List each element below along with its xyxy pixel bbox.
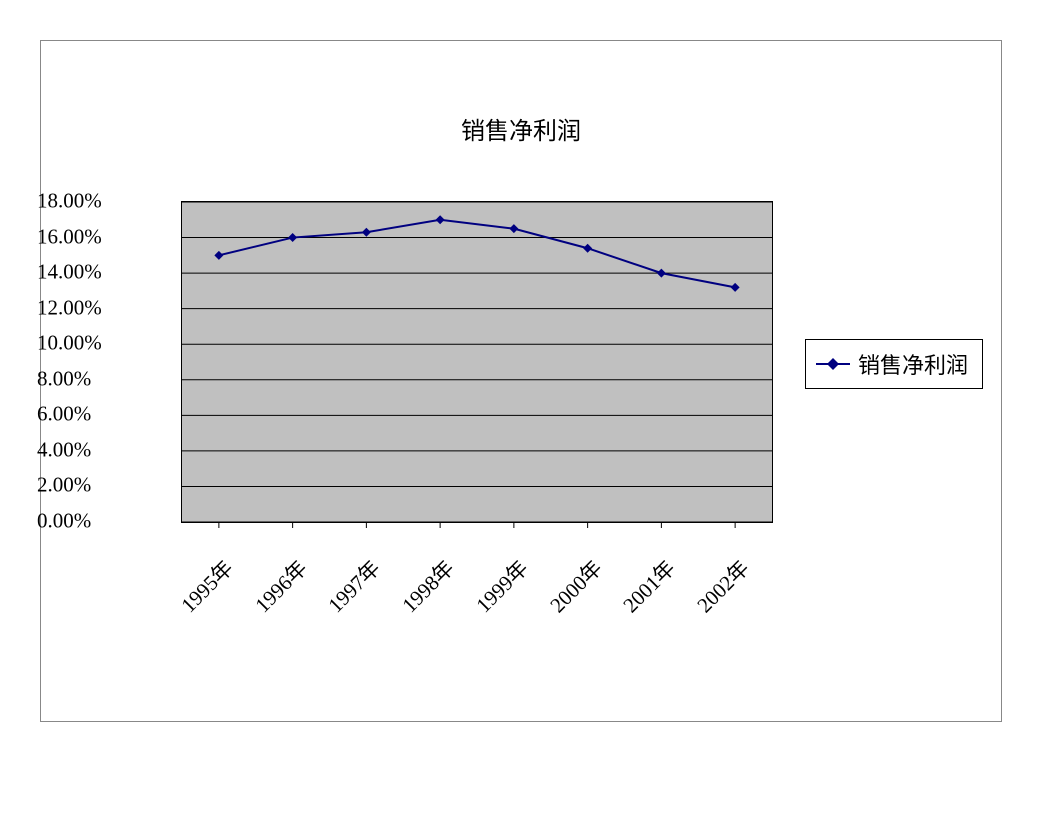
data-point-marker (731, 283, 740, 292)
y-tick-label: 14.00% (37, 260, 173, 285)
y-tick-label: 8.00% (37, 366, 173, 391)
data-point-marker (214, 251, 223, 260)
x-tick-label: 1998年 (395, 553, 461, 619)
data-point-marker (436, 215, 445, 224)
y-axis-labels: 0.00%2.00%4.00%6.00%8.00%10.00%12.00%14.… (41, 201, 181, 521)
y-tick-label: 16.00% (37, 224, 173, 249)
data-point-marker (509, 224, 518, 233)
legend: 销售净利润 (805, 339, 983, 389)
legend-label: 销售净利润 (858, 348, 968, 380)
y-tick-label: 12.00% (37, 295, 173, 320)
x-tick-label: 1995年 (173, 553, 239, 619)
y-tick-label: 4.00% (37, 437, 173, 462)
x-tick-label: 2000年 (542, 553, 608, 619)
plot-svg (182, 202, 772, 530)
data-point-marker (657, 269, 666, 278)
x-tick-label: 1996年 (247, 553, 313, 619)
y-tick-label: 10.00% (37, 331, 173, 356)
data-point-marker (362, 228, 371, 237)
diamond-icon (827, 358, 839, 370)
x-axis-labels: 1995年1996年1997年1998年1999年2000年2001年2002年 (181, 533, 771, 693)
y-tick-label: 0.00% (37, 509, 173, 534)
chart-container: 销售净利润 0.00%2.00%4.00%6.00%8.00%10.00%12.… (40, 40, 1002, 722)
x-tick-label: 1997年 (321, 553, 387, 619)
chart-title: 销售净利润 (41, 111, 1001, 146)
y-tick-label: 6.00% (37, 402, 173, 427)
x-tick-label: 1999年 (468, 553, 534, 619)
y-tick-label: 18.00% (37, 189, 173, 214)
plot-area (181, 201, 773, 523)
y-tick-label: 2.00% (37, 473, 173, 498)
data-point-marker (583, 244, 592, 253)
data-point-marker (288, 233, 297, 242)
x-tick-label: 2001年 (616, 553, 682, 619)
series-line (219, 220, 735, 288)
legend-marker (816, 363, 850, 365)
x-tick-label: 2002年 (690, 553, 756, 619)
